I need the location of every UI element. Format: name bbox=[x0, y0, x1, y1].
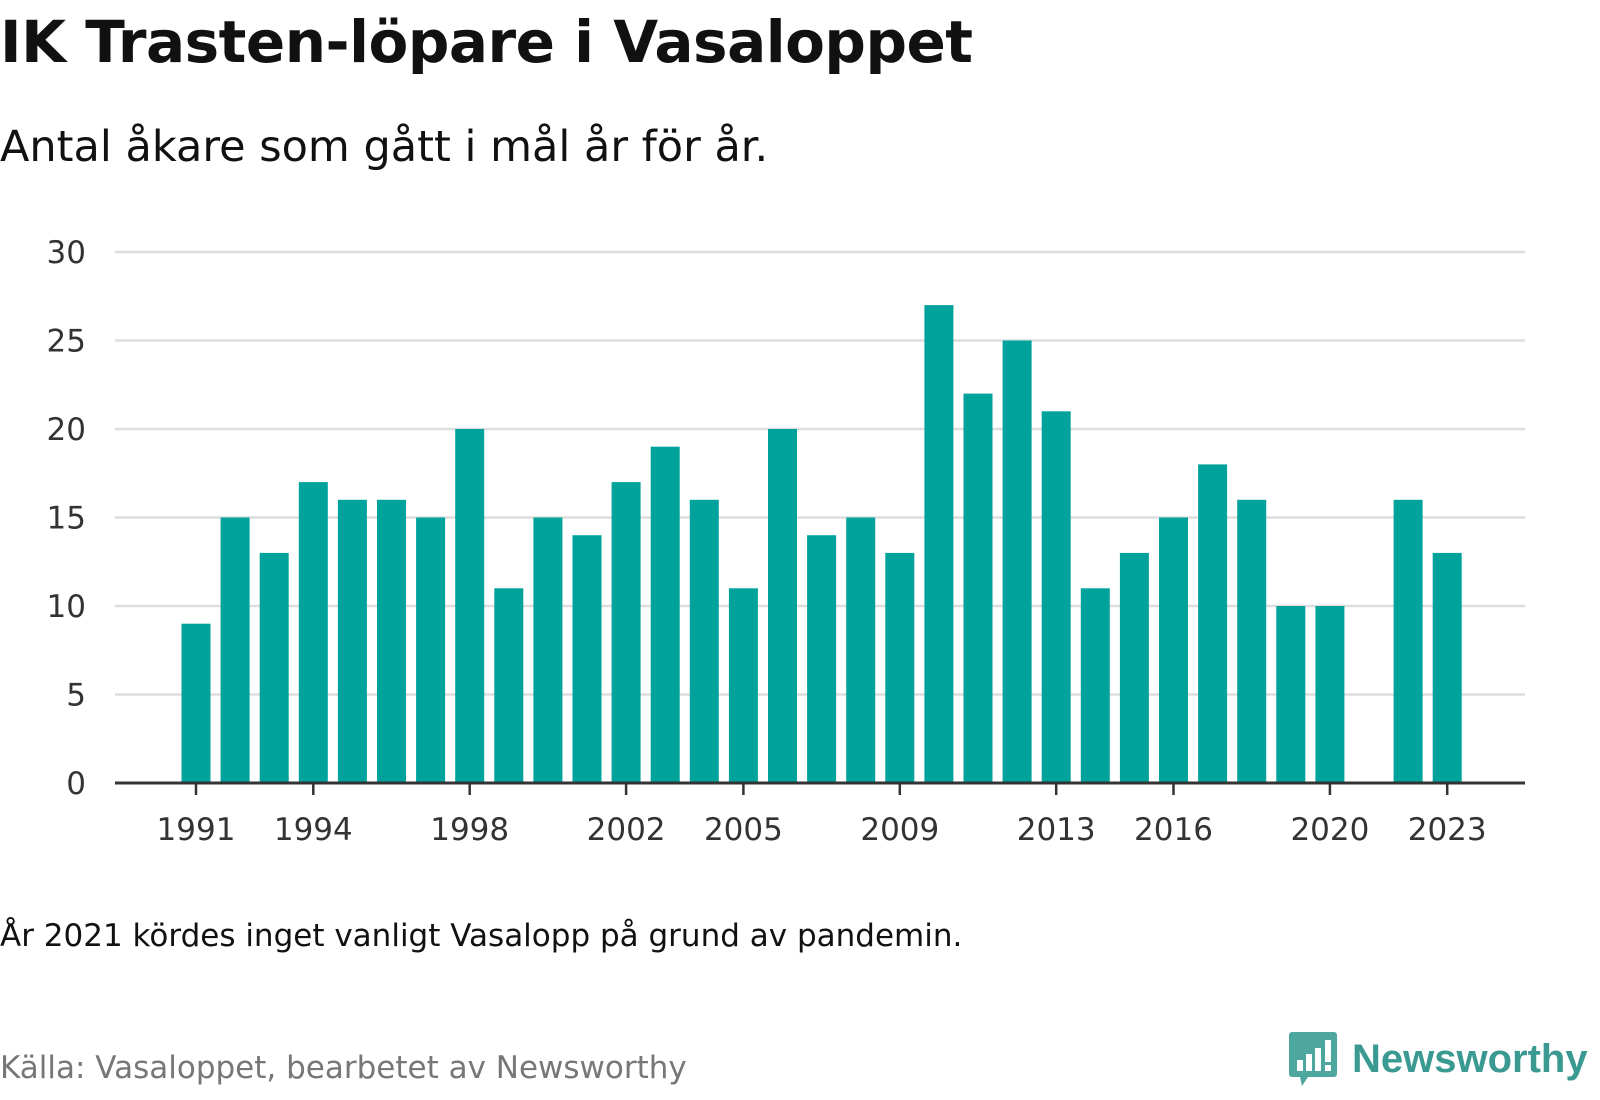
source-credit: Källa: Vasaloppet, bearbetet av Newswort… bbox=[0, 1050, 687, 1086]
x-tick-label: 2002 bbox=[587, 812, 666, 848]
x-tick-label: 1991 bbox=[157, 812, 236, 848]
bar-2020 bbox=[1315, 606, 1345, 783]
y-tick-label: 5 bbox=[66, 678, 86, 714]
bar-2017 bbox=[1198, 464, 1228, 783]
y-tick-label: 20 bbox=[47, 412, 86, 448]
bar-1999 bbox=[494, 588, 524, 783]
bar-2009 bbox=[885, 552, 915, 783]
bar-1998 bbox=[455, 429, 485, 783]
x-tick-label: 1994 bbox=[274, 812, 353, 848]
bar-2006 bbox=[768, 429, 797, 783]
x-tick-label: 2016 bbox=[1134, 812, 1213, 848]
bar-2002 bbox=[611, 482, 641, 783]
bar-2016 bbox=[1159, 517, 1188, 783]
bar-2018 bbox=[1237, 499, 1267, 783]
bar-1994 bbox=[298, 482, 328, 783]
y-tick-label: 15 bbox=[47, 501, 86, 537]
footnote: År 2021 kördes inget vanligt Vasalopp på… bbox=[0, 918, 963, 954]
bar-2008 bbox=[846, 517, 876, 783]
x-tick-label: 1998 bbox=[430, 812, 509, 848]
bar-2000 bbox=[533, 517, 563, 783]
bar-2023 bbox=[1432, 552, 1462, 783]
bar-2005 bbox=[728, 588, 758, 783]
bar-2012 bbox=[1002, 340, 1032, 783]
bar-1991 bbox=[181, 623, 211, 783]
y-tick-label: 0 bbox=[66, 766, 86, 802]
y-tick-label: 30 bbox=[47, 235, 86, 271]
bar-1992 bbox=[220, 517, 250, 783]
bar-2022 bbox=[1393, 499, 1423, 783]
bar-1997 bbox=[416, 517, 446, 783]
x-tick-label: 2009 bbox=[860, 812, 939, 848]
x-tick-label: 2023 bbox=[1408, 812, 1487, 848]
newsworthy-logo-icon bbox=[1289, 1032, 1337, 1086]
chart-title: IK Trasten-löpare i Vasaloppet bbox=[0, 8, 973, 76]
bar-1996 bbox=[377, 499, 406, 783]
bar-2004 bbox=[689, 499, 719, 783]
y-tick-label: 25 bbox=[47, 324, 86, 360]
bar-2003 bbox=[650, 446, 680, 783]
bar-2011 bbox=[963, 393, 993, 783]
y-tick-label: 10 bbox=[47, 589, 86, 625]
bar-2019 bbox=[1276, 606, 1306, 783]
bar-chart: 0 5 10 15 20 25 30 1991 1994 1998 2002 2005 2009 2013… bbox=[47, 235, 1525, 848]
bar-2013 bbox=[1041, 411, 1071, 783]
bar-1993 bbox=[259, 552, 289, 783]
chart-subtitle: Antal åkare som gått i mål år för år. bbox=[0, 122, 769, 172]
x-tick-label: 2005 bbox=[704, 812, 783, 848]
bar-2015 bbox=[1119, 552, 1149, 783]
bar-2010 bbox=[924, 305, 954, 783]
bar-2001 bbox=[572, 535, 602, 783]
bar-2014 bbox=[1080, 588, 1110, 783]
x-tick-label: 2020 bbox=[1290, 812, 1369, 848]
newsworthy-logo: Newsworthy bbox=[1288, 1030, 1588, 1088]
newsworthy-logo-text: Newsworthy bbox=[1352, 1036, 1588, 1081]
x-tick-label: 2013 bbox=[1017, 812, 1096, 848]
bar-2007 bbox=[807, 535, 837, 783]
bar-1995 bbox=[337, 499, 367, 783]
